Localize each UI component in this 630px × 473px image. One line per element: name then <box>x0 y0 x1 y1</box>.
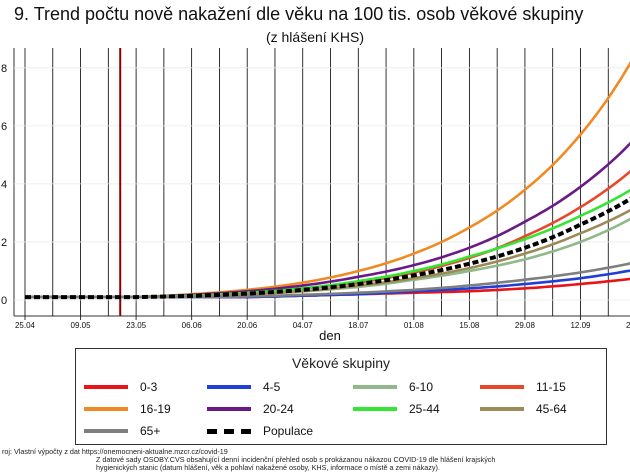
legend-item: 11-15 <box>480 379 566 395</box>
legend-label: 45-64 <box>536 402 567 416</box>
legend-item: 20-24 <box>207 401 294 417</box>
legend-item: 25-44 <box>353 401 440 417</box>
legend-label: Populace <box>263 424 314 438</box>
legend-swatch <box>353 407 397 411</box>
y-tick-label: 2 <box>1 237 7 249</box>
x-tick-label: 23.05 <box>126 321 147 330</box>
legend-swatch <box>84 407 128 411</box>
legend-item: 16-19 <box>84 401 171 417</box>
y-tick-label: 4 <box>1 179 7 191</box>
series-line-20-24 <box>25 141 630 299</box>
x-tick-label: 04.07 <box>293 321 314 330</box>
legend-item: Populace <box>207 423 313 439</box>
chart-subtitle: (z hlášení KHS) <box>265 29 365 45</box>
x-tick-label: 01.08 <box>404 321 425 330</box>
legend-item: 45-64 <box>480 401 567 417</box>
legend-label: 25-44 <box>409 402 440 416</box>
legend-label: 16-19 <box>140 402 171 416</box>
legend-title: Věkové skupiny <box>291 355 391 371</box>
x-tick-label: 06.06 <box>182 321 203 330</box>
x-tick-label: 29.08 <box>515 321 536 330</box>
legend-item: 65+ <box>84 423 160 439</box>
y-tick-label: 0 <box>1 295 7 307</box>
x-tick-label: 26.09 <box>626 321 630 330</box>
legend-item: 0-3 <box>84 379 157 395</box>
chart-title-text: 9. Trend počtu nově nakažení dle věku na… <box>14 4 584 24</box>
legend-label: 11-15 <box>536 380 566 394</box>
legend-swatch <box>207 428 251 434</box>
legend-swatch <box>84 429 128 433</box>
y-tick-label: 6 <box>1 121 7 133</box>
footer-note-line2: hygienických stanic (datum hlášení, věk … <box>96 463 440 472</box>
x-tick-label: 25.04 <box>15 321 36 330</box>
x-tick-label: 12.09 <box>570 321 591 330</box>
legend-swatch <box>207 407 251 411</box>
x-tick-label: 09.05 <box>71 321 92 330</box>
x-tick-label: 18.07 <box>348 321 369 330</box>
footer-note-line1: Z datové sady OSOBY.CVS obsahující denní… <box>96 455 496 464</box>
legend-swatch <box>480 407 524 411</box>
y-tick-label: 8 <box>1 63 7 75</box>
legend-label: 20-24 <box>263 402 294 416</box>
line-chart: 0 2 4 6 8 25.04 09.05 23.05 06.06 20.06 04.07 18.07… <box>1 48 630 343</box>
legend-swatch <box>84 385 128 389</box>
legend-swatch <box>207 385 251 389</box>
legend-label: 6-10 <box>409 380 434 394</box>
legend-item: 4-5 <box>207 379 280 395</box>
legend-label: 65+ <box>140 424 161 438</box>
legend-label: 0-3 <box>140 380 158 394</box>
series-line-65- <box>25 262 630 299</box>
x-tick-label: 20.06 <box>237 321 258 330</box>
series-line-16-19 <box>25 61 630 299</box>
legend-swatch <box>480 385 524 389</box>
legend-label: 4-5 <box>263 380 281 394</box>
x-axis-label: den <box>319 328 341 343</box>
series-line-populace <box>25 196 630 300</box>
legend: Věkové skupiny 0-3 4-5 6-10 11-15 16-19 20-24… <box>75 348 607 445</box>
legend-item: 6-10 <box>353 379 433 395</box>
legend-swatch <box>353 385 397 389</box>
x-tick-label: 15.08 <box>459 321 480 330</box>
footer-source: roj: Vlastní výpočty z dat https://onemo… <box>2 447 228 456</box>
